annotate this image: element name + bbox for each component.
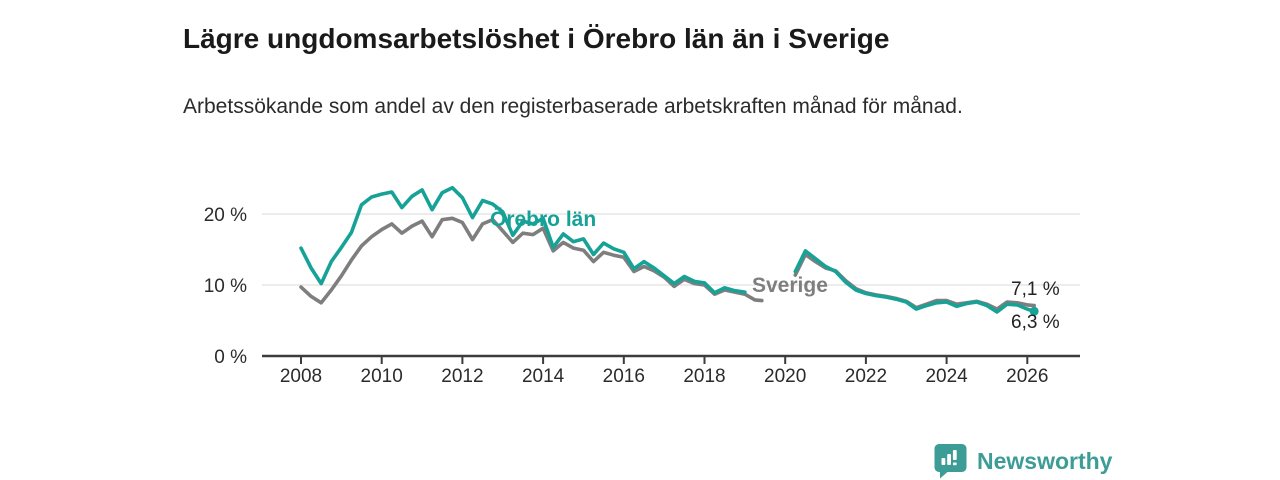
chart-subtitle: Arbetssökande som andel av den registerb… [183, 95, 963, 118]
y-tick-label: 20 % [204, 205, 247, 226]
x-tick-label: 2016 [603, 366, 645, 387]
series-line--rebro-l-n [299, 185, 747, 295]
x-tick-label: 2010 [361, 366, 403, 387]
x-tick-label: 2024 [925, 366, 968, 387]
x-tick-label: 2018 [683, 366, 725, 387]
series-label-orebro-lan: Örebro län [490, 208, 597, 231]
series-end-dot [1029, 306, 1039, 316]
series-line-sverige [793, 252, 1036, 311]
end-value-sverige: 7,1 % [1011, 279, 1060, 300]
x-tick-label: 2012 [441, 366, 483, 387]
y-tick-label: 10 % [204, 276, 247, 297]
bar-chart-pin-icon [934, 444, 967, 479]
y-tick-label: 0 % [214, 347, 247, 368]
x-tick-label: 2008 [280, 366, 322, 387]
series-line-sverige [299, 216, 764, 305]
page-title: Lägre ungdomsarbetslöshet i Örebro län ä… [183, 22, 890, 54]
end-value-orebro-lan: 6,3 % [1011, 312, 1060, 333]
x-tick-label: 2022 [845, 366, 887, 387]
series-label-sverige: Sverige [752, 274, 828, 297]
x-tick-label: 2020 [764, 366, 806, 387]
x-tick-label: 2026 [1006, 366, 1048, 387]
series-line--rebro-l-n [793, 249, 1036, 314]
x-tick-label: 2014 [522, 366, 565, 387]
newsworthy-logo[interactable]: Newsworthy [934, 443, 1112, 479]
newsworthy-wordmark: Newsworthy [977, 447, 1113, 474]
